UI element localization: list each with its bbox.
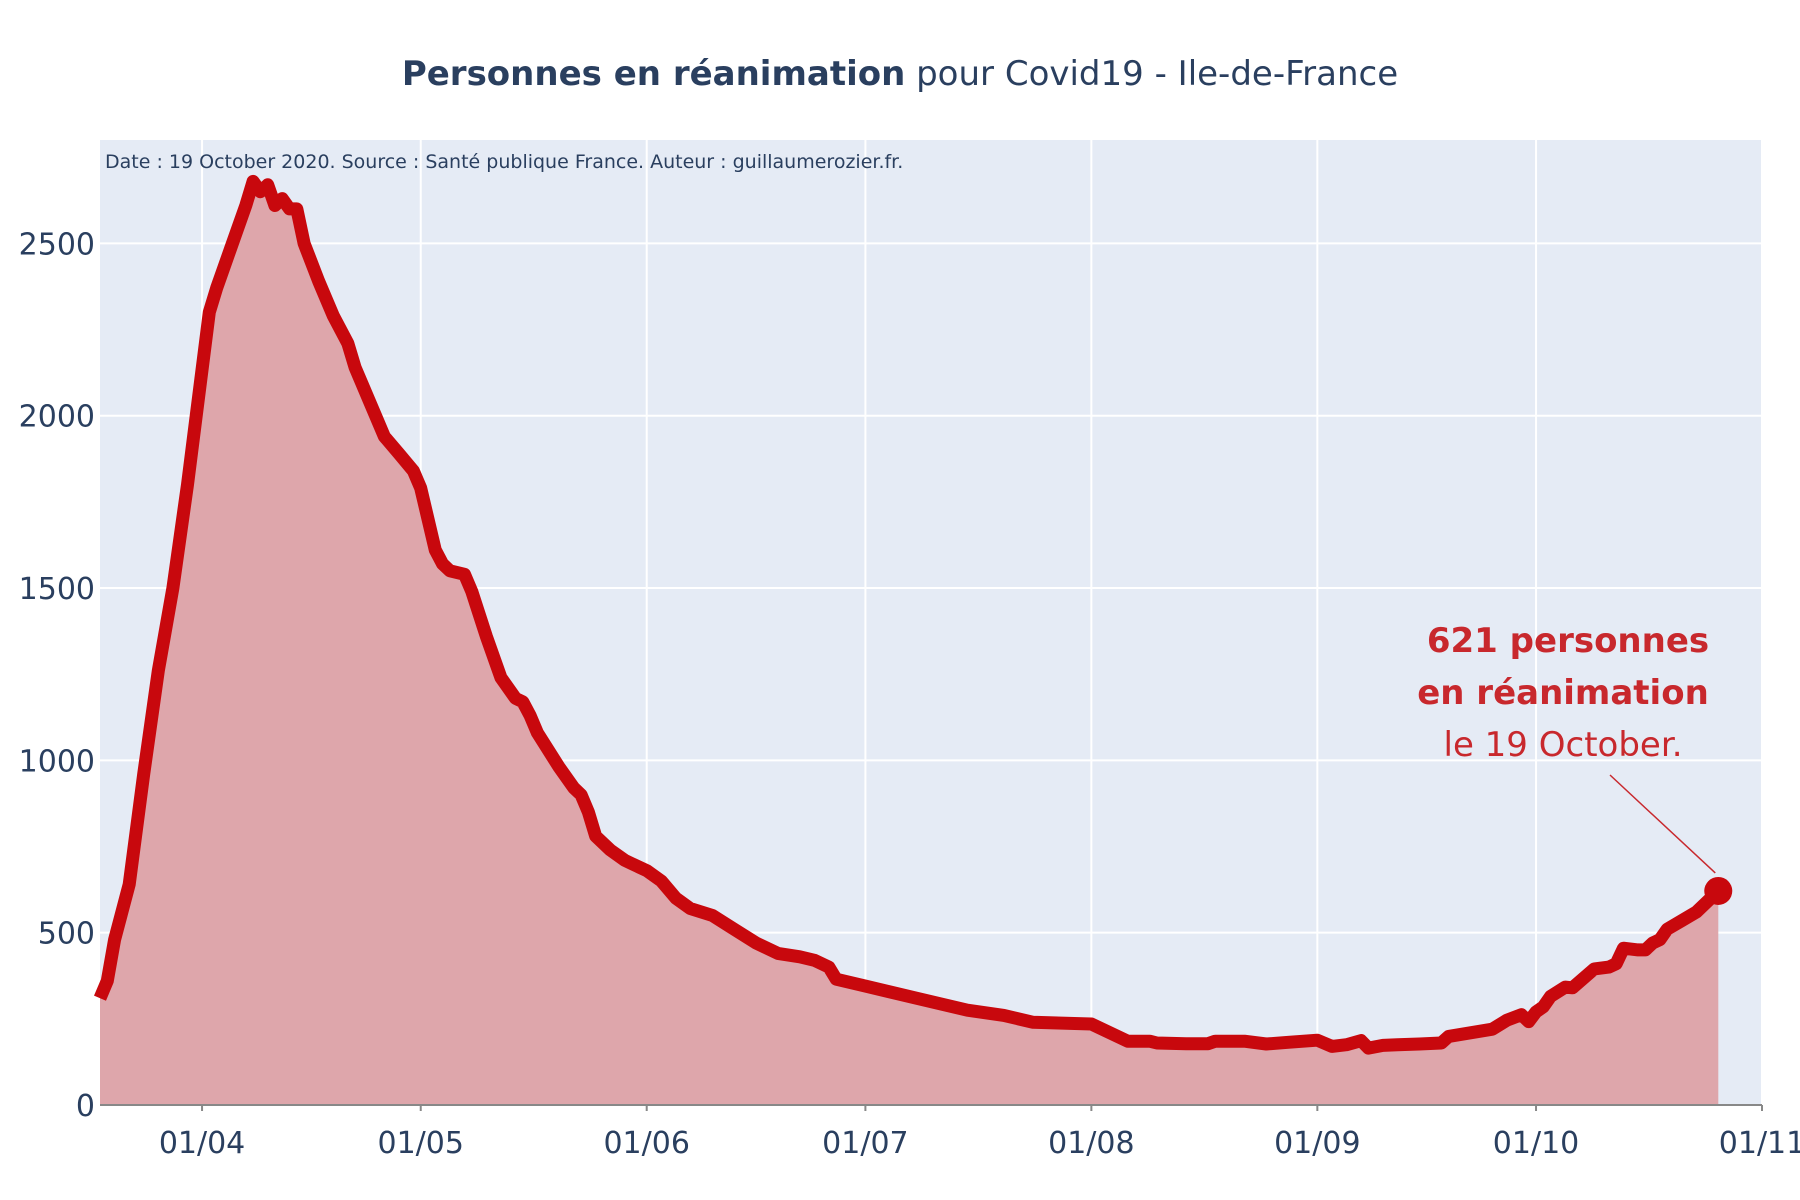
- x-tick-label: 01/06: [603, 1126, 689, 1161]
- x-tick-label: 01/09: [1274, 1126, 1360, 1161]
- annotation-arrow: [1609, 774, 1716, 874]
- y-tick-label: 500: [38, 917, 95, 952]
- x-tick-label: 01/04: [159, 1126, 245, 1161]
- annotation-line1: 621 personnes: [1427, 621, 1709, 661]
- source-note: Date : 19 October 2020. Source : Santé p…: [105, 151, 903, 173]
- x-tick-label: 01/05: [378, 1126, 464, 1161]
- x-tick-label: 01/10: [1493, 1126, 1579, 1161]
- x-tick-label: 01/08: [1048, 1126, 1134, 1161]
- series-line: [94, 174, 1723, 1055]
- y-tick-label: 1500: [19, 572, 95, 607]
- highlight-point: [1704, 876, 1733, 905]
- area-fill: [100, 181, 1719, 1105]
- y-tick-label: 0: [76, 1089, 95, 1124]
- annotation-line3: le 19 October.: [1444, 725, 1683, 765]
- x-tick-label: 01/07: [822, 1126, 908, 1161]
- chart-title: Personnes en réanimation pour Covid19 - …: [402, 54, 1398, 94]
- y-tick-label: 2000: [19, 400, 95, 435]
- chart-title-bold: Personnes en réanimation: [402, 54, 905, 94]
- x-tick-label: 01/11: [1719, 1126, 1800, 1161]
- y-tick-labels: 0 500 1000 1500 2000 2500: [19, 227, 95, 1124]
- annotation-line2: en réanimation: [1417, 673, 1709, 713]
- y-tick-label: 1000: [19, 744, 95, 779]
- chart-title-normal: pour Covid19 - Ile-de-France: [905, 54, 1398, 94]
- annotation: 621 personnes en réanimation le 19 Octob…: [1417, 621, 1716, 874]
- y-tick-label: 2500: [19, 227, 95, 262]
- x-tick-labels: 01/04 01/05 01/06 01/07 01/08 01/09 01/10 01/11: [159, 1126, 1800, 1161]
